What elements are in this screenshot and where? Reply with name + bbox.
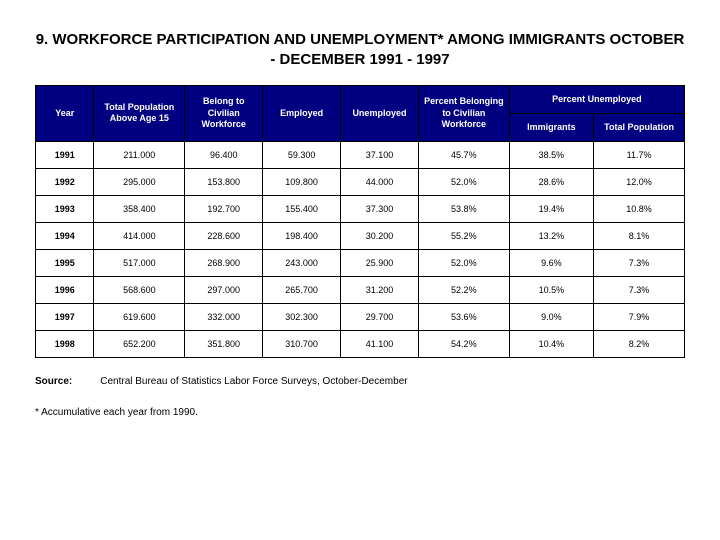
cell: 8.2% xyxy=(594,331,685,358)
cell: 155.400 xyxy=(263,196,341,223)
table-row: 1998 652.200 351.800 310.700 41.100 54.2… xyxy=(36,331,685,358)
cell: 31.200 xyxy=(341,277,419,304)
table-row: 1994 414.000 228.600 198.400 30.200 55.2… xyxy=(36,223,685,250)
cell: 25.900 xyxy=(341,250,419,277)
cell: 9.0% xyxy=(509,304,593,331)
cell: 268.900 xyxy=(185,250,263,277)
cell: 53.8% xyxy=(418,196,509,223)
source-line: Source: Central Bureau of Statistics Lab… xyxy=(35,376,685,387)
cell: 358.400 xyxy=(94,196,185,223)
cell: 53.6% xyxy=(418,304,509,331)
cell: 7.3% xyxy=(594,277,685,304)
table-body: 1991 211.000 96.400 59.300 37.100 45.7% … xyxy=(36,142,685,358)
col-sub-total-pop: Total Population xyxy=(594,113,685,141)
col-year: Year xyxy=(36,85,94,142)
table-row: 1993 358.400 192.700 155.400 37.300 53.8… xyxy=(36,196,685,223)
table-row: 1991 211.000 96.400 59.300 37.100 45.7% … xyxy=(36,142,685,169)
cell: 44.000 xyxy=(341,169,419,196)
cell: 192.700 xyxy=(185,196,263,223)
cell: 619.600 xyxy=(94,304,185,331)
cell: 297.000 xyxy=(185,277,263,304)
source-label: Source: xyxy=(35,376,72,387)
cell: 211.000 xyxy=(94,142,185,169)
cell: 7.9% xyxy=(594,304,685,331)
col-total-pop: Total Population Above Age 15 xyxy=(94,85,185,142)
cell: 10.4% xyxy=(509,331,593,358)
cell: 10.5% xyxy=(509,277,593,304)
cell: 517.000 xyxy=(94,250,185,277)
cell: 228.600 xyxy=(185,223,263,250)
cell: 568.600 xyxy=(94,277,185,304)
cell: 52.2% xyxy=(418,277,509,304)
cell: 9.6% xyxy=(509,250,593,277)
workforce-table: Year Total Population Above Age 15 Belon… xyxy=(35,85,685,359)
cell: 37.300 xyxy=(341,196,419,223)
table-row: 1992 295.000 153.800 109.800 44.000 52.0… xyxy=(36,169,685,196)
col-unemployed: Unemployed xyxy=(341,85,419,142)
cell: 11.7% xyxy=(594,142,685,169)
cell: 28.6% xyxy=(509,169,593,196)
cell: 45.7% xyxy=(418,142,509,169)
cell-year: 1993 xyxy=(36,196,94,223)
cell: 54.2% xyxy=(418,331,509,358)
cell: 265.700 xyxy=(263,277,341,304)
cell: 12.0% xyxy=(594,169,685,196)
cell: 310.700 xyxy=(263,331,341,358)
cell: 29.700 xyxy=(341,304,419,331)
cell: 198.400 xyxy=(263,223,341,250)
col-employed: Employed xyxy=(263,85,341,142)
cell: 153.800 xyxy=(185,169,263,196)
cell-year: 1995 xyxy=(36,250,94,277)
cell-year: 1994 xyxy=(36,223,94,250)
slide-title: 9. WORKFORCE PARTICIPATION AND UNEMPLOYM… xyxy=(35,30,685,71)
table-row: 1995 517.000 268.900 243.000 25.900 52.0… xyxy=(36,250,685,277)
cell: 37.100 xyxy=(341,142,419,169)
cell: 351.800 xyxy=(185,331,263,358)
cell: 652.200 xyxy=(94,331,185,358)
cell: 8.1% xyxy=(594,223,685,250)
cell: 19.4% xyxy=(509,196,593,223)
cell: 41.100 xyxy=(341,331,419,358)
cell: 59.300 xyxy=(263,142,341,169)
col-sub-immigrants: Immigrants xyxy=(509,113,593,141)
cell: 295.000 xyxy=(94,169,185,196)
cell: 38.5% xyxy=(509,142,593,169)
col-percent-belong: Percent Belonging to Civilian Workforce xyxy=(418,85,509,142)
cell: 332.000 xyxy=(185,304,263,331)
cell: 96.400 xyxy=(185,142,263,169)
cell: 109.800 xyxy=(263,169,341,196)
cell: 10.8% xyxy=(594,196,685,223)
cell: 52.0% xyxy=(418,250,509,277)
cell: 302.300 xyxy=(263,304,341,331)
footnote: * Accumulative each year from 1990. xyxy=(35,407,685,418)
table-row: 1996 568.600 297.000 265.700 31.200 52.2… xyxy=(36,277,685,304)
cell: 13.2% xyxy=(509,223,593,250)
cell: 30.200 xyxy=(341,223,419,250)
source-text: Central Bureau of Statistics Labor Force… xyxy=(100,376,407,387)
cell-year: 1991 xyxy=(36,142,94,169)
col-percent-unemployed: Percent Unemployed xyxy=(509,85,684,113)
cell-year: 1996 xyxy=(36,277,94,304)
col-belong: Belong to Civilian Workforce xyxy=(185,85,263,142)
table-row: 1997 619.600 332.000 302.300 29.700 53.6… xyxy=(36,304,685,331)
cell-year: 1997 xyxy=(36,304,94,331)
cell: 243.000 xyxy=(263,250,341,277)
table-header-row-1: Year Total Population Above Age 15 Belon… xyxy=(36,85,685,113)
cell: 414.000 xyxy=(94,223,185,250)
cell-year: 1992 xyxy=(36,169,94,196)
cell: 52.0% xyxy=(418,169,509,196)
cell-year: 1998 xyxy=(36,331,94,358)
cell: 7.3% xyxy=(594,250,685,277)
cell: 55.2% xyxy=(418,223,509,250)
